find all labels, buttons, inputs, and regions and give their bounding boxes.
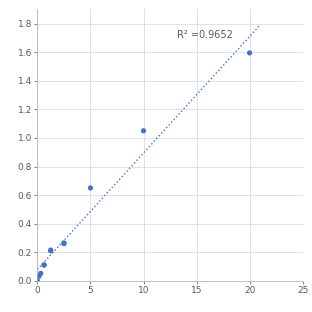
Text: R² =0.9652: R² =0.9652 [178,30,233,40]
Point [48,248,53,253]
Point [37,274,41,279]
Point [61,241,66,246]
Point [88,185,93,190]
Point [141,128,146,133]
Point [247,51,252,56]
Point [48,248,53,253]
Point [41,263,46,268]
Point [35,278,40,283]
Point [38,271,43,276]
Point [61,241,66,246]
Point [41,262,46,267]
